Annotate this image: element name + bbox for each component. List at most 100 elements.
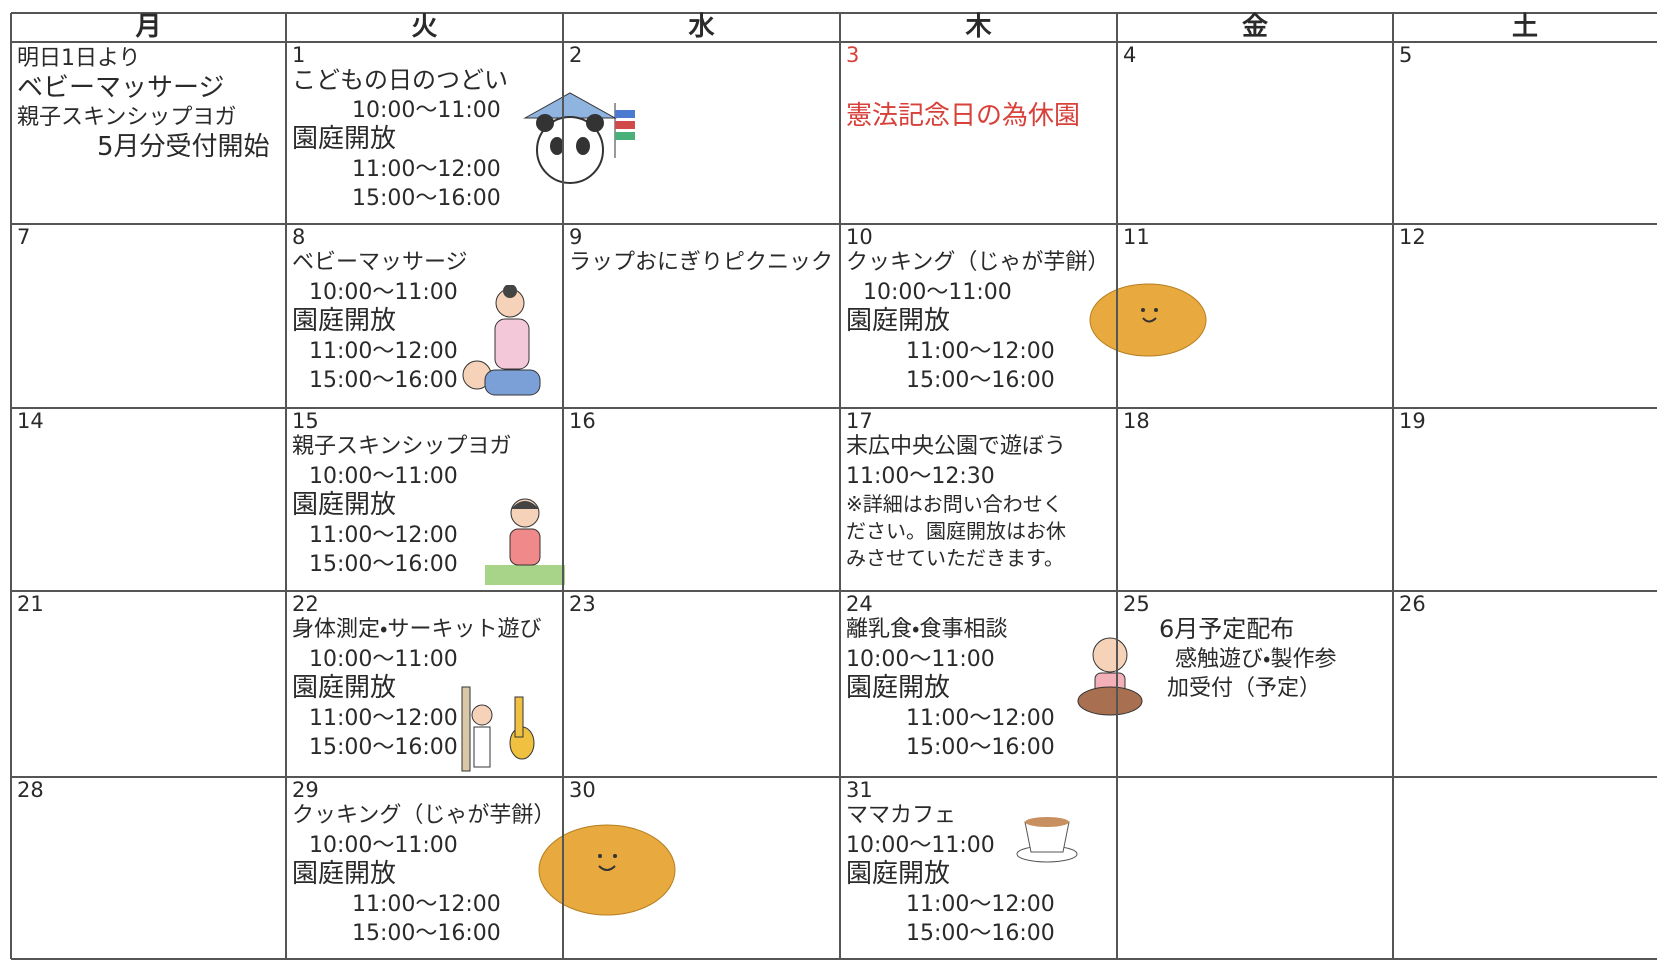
event-text: 離乳食・食事相談 [846, 617, 1008, 642]
day-cell: 26 [1393, 591, 1657, 777]
event-text: こどもの日のつどい [292, 66, 508, 94]
panda-illustration [523, 92, 635, 184]
event-text: 11:00〜12:00 [309, 522, 458, 548]
grid-line [285, 13, 287, 959]
grid-line [11, 41, 1657, 43]
event-text: 10:00〜11:00 [309, 463, 458, 489]
event-text: クッキング（じゃが芋餅） [846, 250, 1110, 275]
grid-line [11, 590, 1657, 592]
grid-line [10, 13, 12, 959]
day-cell: 10 クッキング（じゃが芋餅） 10:00〜11:00 園庭開放 11:00〜12:00… [840, 224, 1117, 408]
grid-line [1116, 13, 1118, 959]
yoga-illustration [485, 498, 565, 585]
day-cell: 7 [11, 224, 286, 408]
day-cell: 1 こどもの日のつどい 10:00〜11:00 園庭開放 11:00〜12:00 15:0… [286, 42, 563, 224]
day-number: 23 [569, 592, 596, 616]
event-text: 園庭開放 [292, 124, 397, 154]
event-text: 憲法記念日の為休園 [846, 101, 1081, 131]
day-number: 26 [1399, 592, 1426, 616]
day-cell: 15 親子スキンシップヨガ 10:00〜11:00 園庭開放 11:00〜12:00 15… [286, 408, 563, 591]
day-number: 25 [1123, 592, 1150, 616]
event-text: 15:00〜16:00 [309, 552, 458, 577]
day-cell: 4 [1117, 42, 1393, 224]
event-text: ださい。園庭開放はお休 [846, 519, 1066, 543]
day-cell: 19 [1393, 408, 1657, 591]
event-text: ママカフェ [846, 803, 957, 828]
event-text: 園庭開放 [846, 859, 951, 889]
event-text: 15:00〜16:00 [309, 735, 458, 760]
day-cell: 30 [563, 777, 840, 959]
day-number: 1 [292, 43, 306, 67]
day-number: 22 [292, 592, 319, 616]
day-number: 5 [1399, 43, 1413, 67]
day-number: 31 [846, 778, 873, 802]
day-number: 21 [17, 592, 44, 616]
event-text: 明日1日より [17, 46, 141, 71]
grid-line [11, 223, 1657, 225]
event-text: 15:00〜16:00 [352, 921, 501, 946]
massage-illustration [462, 285, 541, 396]
day-cell: 18 [1117, 408, 1393, 591]
day-cell: 24 離乳食・食事相談 10:00〜11:00 園庭開放 11:00〜12:00 15:0… [840, 591, 1117, 777]
baby-food-illustration [1077, 637, 1143, 716]
measure-illustration [461, 686, 535, 772]
weekday-header: 火 [411, 12, 438, 42]
event-text: クッキング（じゃが芋餅） [292, 803, 556, 828]
event-text: 11:00〜12:00 [309, 705, 458, 731]
day-number: 19 [1399, 409, 1426, 433]
grid-line [11, 407, 1657, 409]
event-text: 15:00〜16:00 [352, 186, 501, 211]
day-cell: 29 クッキング（じゃが芋餅） 10:00〜11:00 園庭開放 11:00〜12:00… [286, 777, 563, 959]
event-text: 11:00〜12:00 [352, 891, 501, 917]
potato-illustration [1089, 283, 1207, 357]
grid-line [839, 13, 841, 959]
event-text: 親子スキンシップヨガ [292, 434, 512, 459]
event-text: ラップおにぎりピクニック [569, 250, 834, 275]
day-cell [1117, 777, 1393, 959]
event-text: 園庭開放 [292, 859, 397, 889]
day-cell: 28 [11, 777, 286, 959]
day-number: 7 [17, 225, 31, 249]
event-text: 10:00〜11:00 [309, 646, 458, 672]
event-text: 10:00〜11:00 [309, 279, 458, 305]
day-cell: 25 6月予定配布 感触遊び・製作参 加受付（予定） [1117, 591, 1393, 777]
day-number: 15 [292, 409, 319, 433]
event-text: 園庭開放 [846, 673, 951, 703]
event-text: 15:00〜16:00 [906, 921, 1055, 946]
grid-line [562, 13, 564, 959]
event-text: 15:00〜16:00 [906, 368, 1055, 393]
event-text: ベビーマッサージ [292, 250, 468, 275]
day-cell: 9 ラップおにぎりピクニック [563, 224, 840, 408]
day-number: 10 [846, 225, 873, 249]
event-text: 11:00〜12:30 [846, 463, 995, 489]
event-text: 5月分受付開始 [97, 131, 270, 162]
day-number: 28 [17, 778, 44, 802]
day-number: 11 [1123, 225, 1150, 249]
day-cell: 21 [11, 591, 286, 777]
event-text: ※詳細はお問い合わせく [846, 492, 1063, 516]
day-number: 4 [1123, 43, 1137, 67]
day-number: 30 [569, 778, 596, 802]
weekday-header: 水 [688, 12, 715, 42]
day-cell: 22 身体測定・サーキット遊び 10:00〜11:00 園庭開放 11:00〜12:00… [286, 591, 563, 777]
weekday-header: 月 [135, 12, 162, 42]
day-number: 8 [292, 225, 306, 249]
day-cell: 2 [563, 42, 840, 224]
event-text: 11:00〜12:00 [906, 338, 1055, 364]
day-number: 18 [1123, 409, 1150, 433]
event-text: 11:00〜12:00 [309, 338, 458, 364]
day-cell: 14 [11, 408, 286, 591]
day-cell: 明日1日より ベビーマッサージ 親子スキンシップヨガ 5月分受付開始 [11, 42, 286, 224]
event-text: 10:00〜11:00 [846, 832, 995, 858]
event-text: 10:00〜11:00 [309, 832, 458, 858]
day-cell: 16 [563, 408, 840, 591]
event-text: 加受付（予定） [1167, 676, 1322, 701]
event-text: 15:00〜16:00 [309, 368, 458, 393]
day-number: 29 [292, 778, 319, 802]
event-text: 感触遊び・製作参 [1175, 646, 1337, 672]
event-text: 15:00〜16:00 [906, 735, 1055, 760]
event-text: 親子スキンシップヨガ [17, 105, 237, 130]
day-number: 3 [846, 43, 860, 67]
event-text: 10:00〜11:00 [863, 279, 1012, 305]
